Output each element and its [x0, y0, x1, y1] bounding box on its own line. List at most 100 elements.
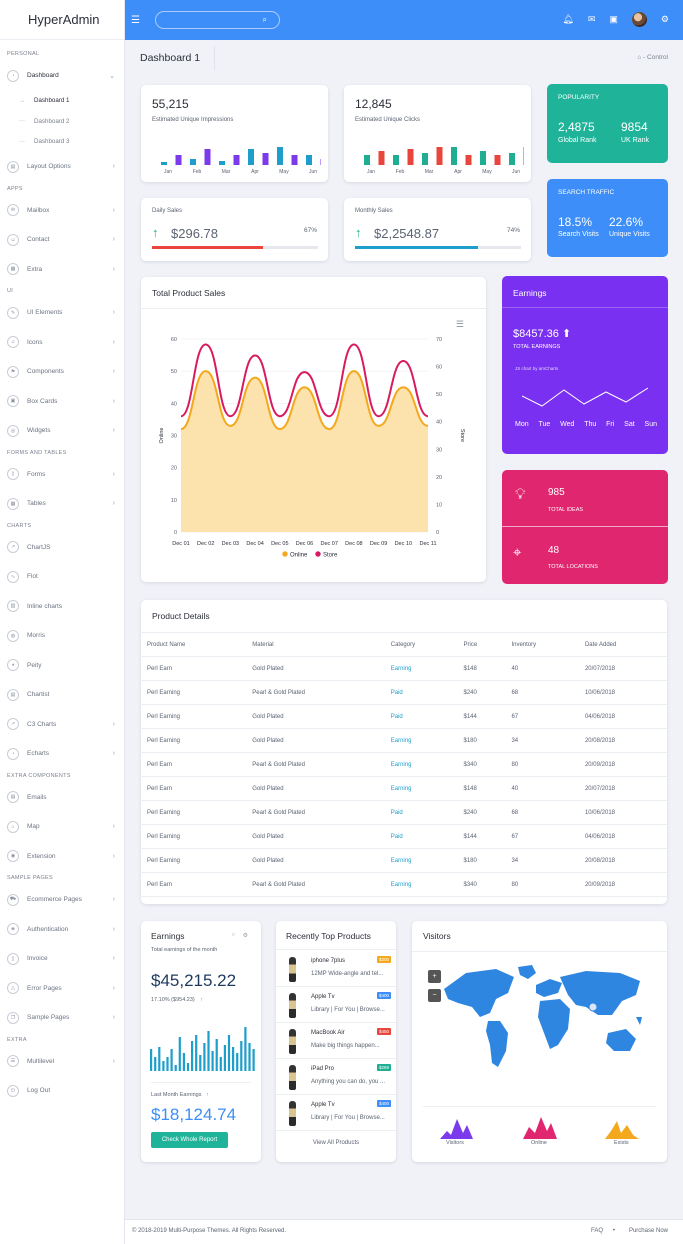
table-row[interactable]: Perl Earning Pearl & Gold Plated Paid $240 6…	[140, 800, 667, 825]
table-row[interactable]: Perl Earning Gold Plated Paid $144 67 04/06/2…	[140, 704, 667, 729]
sidebar-item-logout[interactable]: ⏻ Log Out	[0, 1076, 124, 1106]
bell-icon[interactable]: 🔔︎	[562, 14, 574, 24]
date-added-cell: 20/08/2018	[577, 728, 667, 753]
table-row[interactable]: Perl Earning Gold Plated Earning $180 34 20/0…	[140, 848, 667, 873]
sidebar-item-sample-pages[interactable]: ❐ Sample Pages ›	[0, 1003, 124, 1033]
chevron-right-icon: ›	[112, 984, 115, 992]
sidebar-item-chartjs[interactable]: ↗ ChartJS	[0, 533, 124, 563]
mini-bar	[407, 149, 414, 165]
zoom-in-button[interactable]: +	[428, 970, 441, 983]
table-row[interactable]: Perl Earn Pearl & Gold Plated Earning $340 8…	[140, 872, 667, 897]
sidebar-item-tables[interactable]: ▦ Tables ›	[0, 489, 124, 519]
sidebar-item-authentication[interactable]: ◈ Authentication ›	[0, 915, 124, 945]
refresh-icon[interactable]: ○	[231, 932, 235, 938]
mini-bar	[320, 159, 321, 165]
legend-label[interactable]: Online	[290, 553, 308, 559]
sidebar-item-forms[interactable]: ▯ Forms ›	[0, 460, 124, 490]
sidebar-item-flot[interactable]: ∿ Flot	[0, 562, 124, 592]
sidebar-item-error-pages[interactable]: △ Error Pages ›	[0, 974, 124, 1004]
visitors-title: Visitors	[423, 931, 451, 941]
sidebar-item-c3-charts[interactable]: ↗ C3 Charts ›	[0, 710, 124, 740]
product-item[interactable]: MacBook Air Make big things happen... $450	[276, 1023, 396, 1059]
mini-bar	[219, 161, 225, 165]
divider	[276, 949, 396, 950]
category-cell: Earning	[383, 848, 457, 873]
sidebar-item-widgets[interactable]: ◎ Widgets ›	[0, 416, 124, 446]
zoom-out-button[interactable]: −	[428, 989, 441, 1002]
chevron-right-icon: ›	[112, 338, 115, 346]
x-tick-label: Dec 03	[222, 541, 239, 547]
sidebar-item-ecommerce[interactable]: ⛟ Ecommerce Pages ›	[0, 885, 124, 915]
section-ui: UI	[7, 288, 14, 294]
avatar[interactable]	[631, 12, 647, 27]
world-map[interactable]	[436, 959, 656, 1089]
mini-bar	[204, 149, 211, 165]
icons-icon: ♫	[7, 336, 19, 349]
sidebar-item-components[interactable]: ⚑ Components ›	[0, 357, 124, 387]
sidebar-item-morris[interactable]: ◍ Morris	[0, 621, 124, 651]
sidebar-item-inline-charts[interactable]: ▥ Inline charts	[0, 592, 124, 622]
chart-menu-icon[interactable]: ☰	[455, 319, 464, 329]
purchase-link[interactable]: Purchase Now	[628, 1228, 668, 1234]
sidebar-item-icons[interactable]: ♫ Icons ›	[0, 328, 124, 358]
sidebar-item-layout-options[interactable]: ▤ Layout Options ›	[0, 152, 124, 182]
faq-link[interactable]: FAQ	[590, 1228, 603, 1234]
sidebar-item-chartist[interactable]: ▤ Chartist	[0, 680, 124, 710]
sidebar-subitem-dashboard3[interactable]: ··· Dashboard 3	[0, 132, 124, 153]
sidebar-item-label: ChartJS	[27, 543, 51, 551]
arrow-up-icon: ↑	[355, 225, 362, 240]
inventory-cell: 34	[504, 728, 578, 753]
sidebar-subitem-dashboard2[interactable]: ··· Dashboard 2	[0, 111, 124, 132]
category-cell: Paid	[383, 824, 457, 849]
product-item[interactable]: iphone 7plus 12MP Wide-angle and tel... $3…	[276, 951, 396, 987]
price-badge: $400	[376, 992, 391, 999]
earnings-bar	[162, 1061, 165, 1071]
settings-icon[interactable]: ⚙	[242, 933, 248, 939]
online-series-line	[180, 370, 429, 431]
hamburger-menu-icon[interactable]: ☰	[131, 14, 140, 26]
chevron-right-icon: ›	[112, 236, 115, 244]
y2-tick-label: 0	[436, 530, 439, 536]
sidebar-subitem-dashboard1[interactable]: → Dashboard 1	[0, 91, 124, 112]
table-row[interactable]: Perl Earn Gold Plated Earning $148 40 20/07/2…	[140, 656, 667, 681]
search-icon[interactable]: ⌕	[262, 15, 267, 24]
calendar-icon[interactable]: ▣	[609, 14, 618, 24]
sidebar-item-extension[interactable]: ◉ Extension ›	[0, 842, 124, 872]
gear-icon[interactable]: ⚙	[660, 14, 669, 24]
date-added-cell: 10/06/2018	[577, 800, 667, 825]
table-row[interactable]: Perl Earn Gold Plated Earning $148 40 20/07/2…	[140, 776, 667, 801]
sidebar-item-box-cards[interactable]: ▣ Box Cards ›	[0, 387, 124, 417]
sidebar-item-label: Inline charts	[27, 602, 63, 610]
sidebar-item-map[interactable]: ⌂ Map ›	[0, 812, 124, 842]
home-icon[interactable]: ⌂	[637, 54, 642, 61]
sidebar-item-multilevel[interactable]: ☰ Multilevel ›	[0, 1047, 124, 1077]
sidebar-item-emails[interactable]: ▤ Emails	[0, 783, 124, 813]
table-row[interactable]: Perl Earning Pearl & Gold Plated Paid $240 6…	[140, 680, 667, 705]
sidebar-item-echarts[interactable]: ◔ Echarts ›	[0, 739, 124, 769]
view-all-products-link[interactable]: View All Products	[312, 1140, 360, 1146]
search-input[interactable]: ⌕	[155, 11, 280, 29]
product-item[interactable]: Apple Tv Library | For You | Browse... $40…	[276, 1095, 396, 1131]
date-added-cell: 20/09/2018	[577, 752, 667, 777]
sidebar-item-ui-elements[interactable]: ✎ UI Elements ›	[0, 298, 124, 328]
product-item[interactable]: Apple Tv Library | For You | Browse... $40…	[276, 987, 396, 1023]
sidebar-item-mailbox[interactable]: ✉ Mailbox ›	[0, 196, 124, 226]
sidebar-item-dashboard[interactable]: ◔ Dashboard ⌄	[0, 61, 124, 91]
earnings-widget: Earnings ○ ⚙ Total earnings of the month…	[141, 921, 261, 1162]
sidebar-item-extra[interactable]: ▦ Extra ›	[0, 255, 124, 285]
table-row[interactable]: Perl Earning Gold Plated Earning $180 34 20/0…	[140, 728, 667, 753]
amcharts-credit[interactable]: JS chart by amCharts	[515, 366, 559, 371]
table-row[interactable]: Perl Earn Pearl & Gold Plated Earning $340 8…	[140, 752, 667, 777]
brand-logo[interactable]: Hyper Admin	[0, 0, 124, 40]
earnings-widget-value: $45,215.22	[151, 971, 237, 990]
product-image	[289, 957, 296, 982]
legend-label[interactable]: Store	[323, 553, 338, 559]
table-row[interactable]: Perl Earning Gold Plated Paid $144 67 04/06/2…	[140, 824, 667, 849]
last-month-label: Last Month Earnings ↑	[151, 1092, 209, 1098]
sidebar-item-peity[interactable]: ◕ Peity	[0, 651, 124, 681]
sidebar-item-invoice[interactable]: ▯ Invoice ›	[0, 944, 124, 974]
check-report-button[interactable]: Check Whole Report	[151, 1132, 228, 1148]
product-item[interactable]: iPad Pro Anything you can do, you ... $289	[276, 1059, 396, 1095]
sidebar-item-contact[interactable]: ☺ Contact ›	[0, 225, 124, 255]
mail-icon[interactable]: ✉	[587, 14, 596, 24]
